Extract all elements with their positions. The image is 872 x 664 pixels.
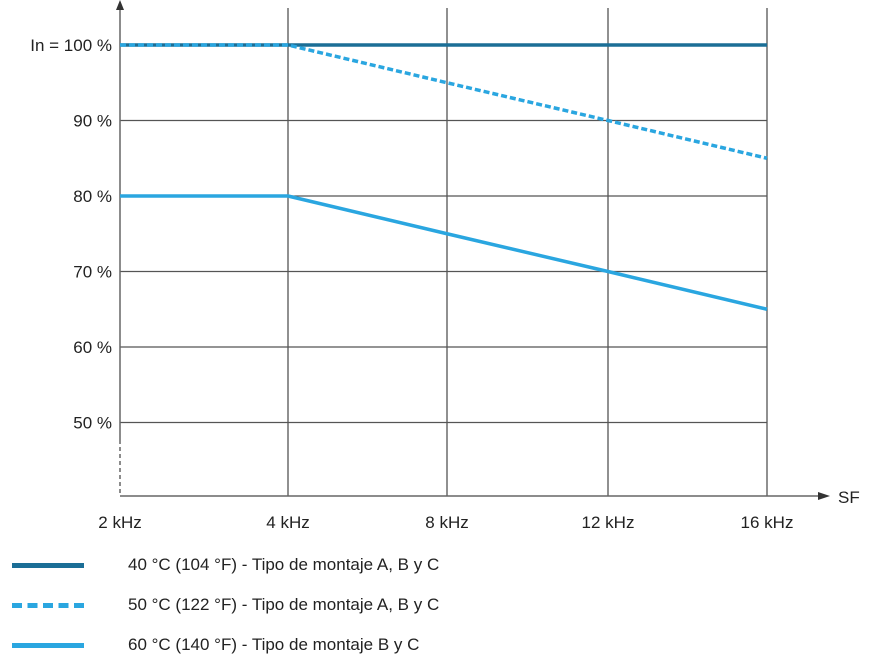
series-line-1 <box>120 43 768 160</box>
x-tick-label: 4 kHz <box>266 513 309 532</box>
legend-item-60c: 60 °C (140 °F) - Tipo de montaje B y C <box>12 635 419 655</box>
x-tick-label: 2 kHz <box>98 513 141 532</box>
legend-label-60c: 60 °C (140 °F) - Tipo de montaje B y C <box>128 635 420 654</box>
legend-label-40c: 40 °C (104 °F) - Tipo de montaje A, B y … <box>128 555 440 574</box>
y-tick-label: 60 % <box>73 338 112 357</box>
legend-label-50c: 50 °C (122 °F) - Tipo de montaje A, B y … <box>128 595 440 614</box>
y-axis-arrow <box>116 0 124 10</box>
y-tick-label: 70 % <box>73 263 112 282</box>
x-tick-labels: 2 kHz 4 kHz 8 kHz 12 kHz 16 kHz <box>98 513 793 532</box>
x-tick-label: 8 kHz <box>425 513 468 532</box>
series-layer <box>120 43 768 311</box>
derating-chart: In = 100 % 90 % 80 % 70 % 60 % 50 % 2 kHz 4 kH… <box>30 0 860 532</box>
legend-item-50c: 50 °C (122 °F) - Tipo de montaje A, B y … <box>12 595 439 615</box>
y-tick-label: 50 % <box>73 414 112 433</box>
x-axis-arrow <box>818 492 830 500</box>
x-tick-label: 12 kHz <box>582 513 635 532</box>
legend: 40 °C (104 °F) - Tipo de montaje A, B y … <box>12 555 612 661</box>
legend-swatch-60c <box>12 642 84 648</box>
axes <box>116 0 830 500</box>
legend-swatch-40c <box>12 562 84 568</box>
series-line-2 <box>120 194 768 311</box>
y-tick-label: 90 % <box>73 112 112 131</box>
y-tick-labels: In = 100 % 90 % 80 % 70 % 60 % 50 % <box>30 36 112 433</box>
x-tick-label: 16 kHz <box>741 513 794 532</box>
x-axis-label: SF <box>838 488 860 507</box>
y-tick-label: In = 100 % <box>30 36 112 55</box>
legend-swatch-50c <box>12 602 84 608</box>
y-tick-label: 80 % <box>73 187 112 206</box>
legend-item-40c: 40 °C (104 °F) - Tipo de montaje A, B y … <box>12 555 439 575</box>
